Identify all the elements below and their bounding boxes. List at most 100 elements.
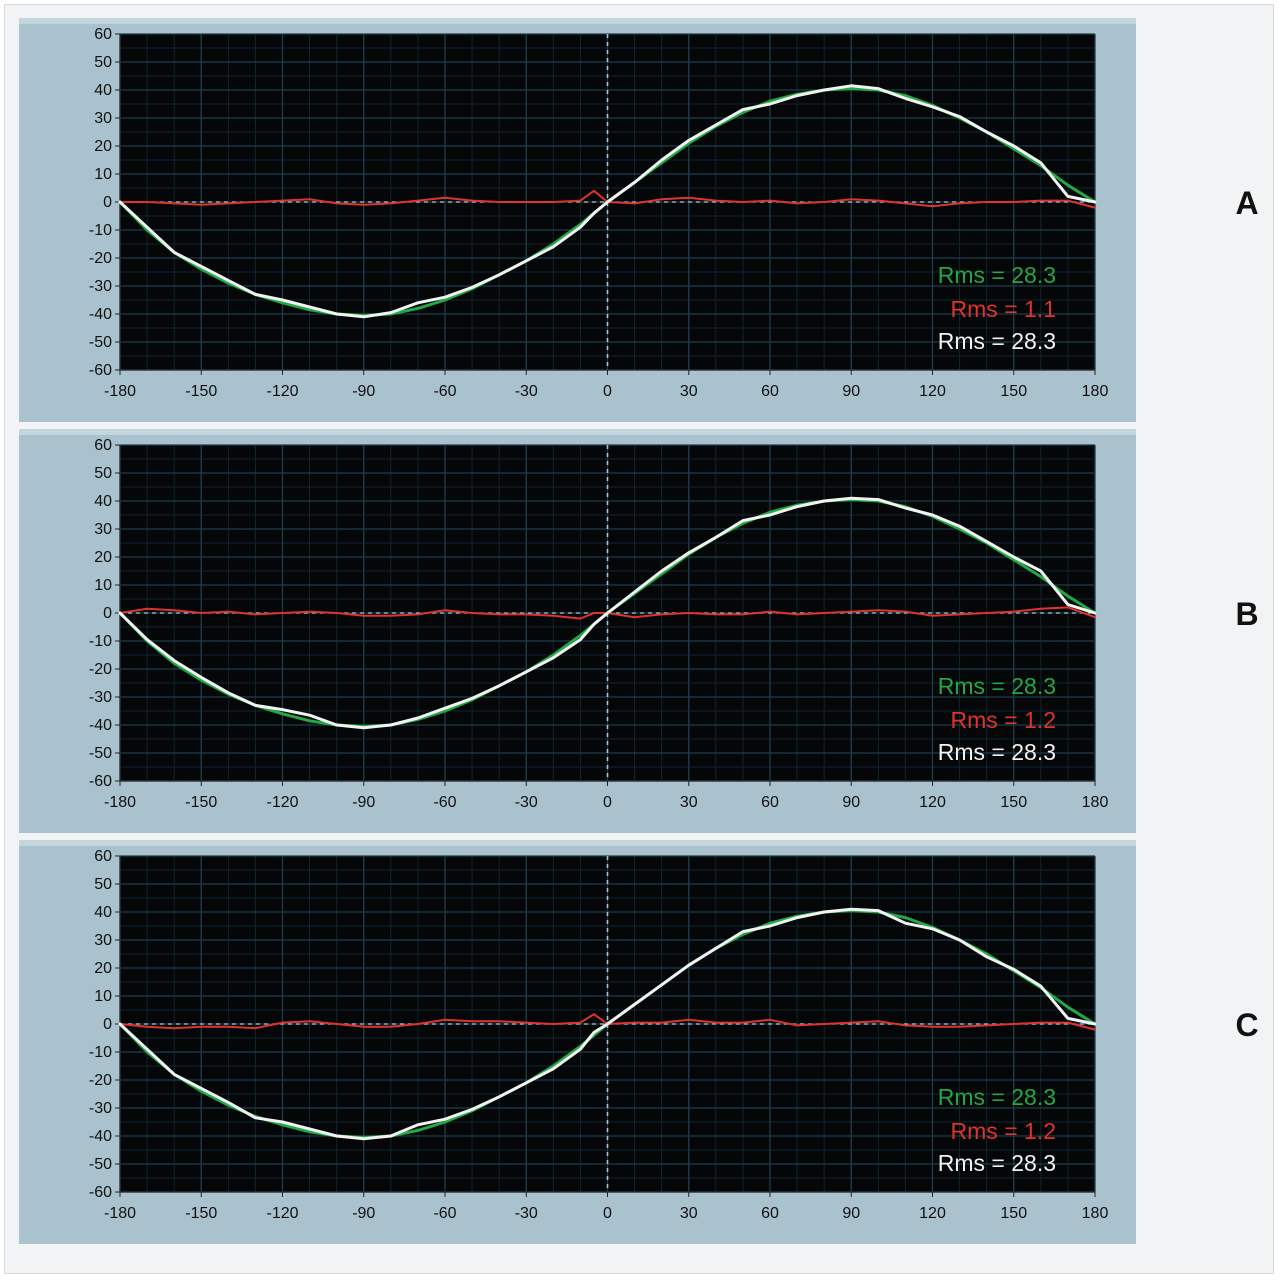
rms-annotation-green: Rms = 28.3	[938, 673, 1056, 699]
y-tick-label: 20	[94, 549, 112, 566]
y-tick-label: 10	[94, 166, 112, 183]
y-tick-label: 0	[103, 1016, 112, 1033]
x-tick-label: 60	[761, 1205, 779, 1222]
x-tick-label: -150	[185, 383, 217, 400]
rms-annotation-white: Rms = 28.3	[938, 328, 1056, 354]
x-tick-label: -180	[104, 794, 136, 811]
y-tick-label: -50	[89, 334, 112, 351]
y-tick-label: 40	[94, 82, 112, 99]
x-tick-label: 0	[603, 1205, 612, 1222]
x-tick-label: 120	[919, 794, 946, 811]
y-tick-label: 40	[94, 904, 112, 921]
y-tick-label: -60	[89, 773, 112, 790]
y-tick-label: 10	[94, 988, 112, 1005]
y-tick-label: -40	[89, 717, 112, 734]
x-tick-label: 0	[603, 794, 612, 811]
x-tick-label: -150	[185, 794, 217, 811]
chart-panel-a: 60 50 40 30 20 10 0 -10 -20 -30 -40 -50 -60 -180 -150 -…	[19, 18, 1259, 422]
y-tick-label: -60	[89, 1184, 112, 1201]
series-line-red	[119, 1013, 1096, 1031]
x-tick-label: 60	[761, 794, 779, 811]
y-tick-label: -20	[89, 661, 112, 678]
y-tick-label: 50	[94, 465, 112, 482]
x-tick-label: -120	[266, 794, 298, 811]
x-tick-label: -120	[266, 1205, 298, 1222]
y-tick-label: -20	[89, 1072, 112, 1089]
x-tick-label: 90	[842, 794, 860, 811]
y-tick-label: 60	[94, 437, 112, 454]
y-tick-label: -60	[89, 362, 112, 379]
rms-annotation-white: Rms = 28.3	[938, 739, 1056, 765]
x-tick-label: -90	[352, 383, 375, 400]
x-tick-label: -150	[185, 1205, 217, 1222]
rms-annotation-red: Rms = 1.2	[951, 1118, 1056, 1144]
series-line-white	[118, 907, 1097, 1141]
y-tick-label: 20	[94, 960, 112, 977]
x-tick-label: -180	[104, 1205, 136, 1222]
x-tick-label: 180	[1082, 383, 1109, 400]
x-tick-label: 30	[680, 383, 698, 400]
y-tick-label: -30	[89, 278, 112, 295]
panel-frame-highlight	[19, 18, 1136, 24]
x-tick-label: 150	[1000, 1205, 1027, 1222]
y-tick-label: 60	[94, 26, 112, 43]
y-tick-label: 0	[103, 605, 112, 622]
y-tick-label: -30	[89, 1100, 112, 1117]
y-tick-label: -50	[89, 745, 112, 762]
y-tick-label: -50	[89, 1156, 112, 1173]
series-line-red	[119, 606, 1096, 620]
y-tick-label: -10	[89, 633, 112, 650]
x-tick-label: -60	[433, 794, 456, 811]
y-tick-label: 50	[94, 54, 112, 71]
rms-annotation-red: Rms = 1.2	[951, 707, 1056, 733]
y-tick-label: -30	[89, 689, 112, 706]
y-tick-label: -10	[89, 222, 112, 239]
x-tick-label: -90	[352, 794, 375, 811]
x-tick-label: 120	[919, 383, 946, 400]
y-tick-label: 10	[94, 577, 112, 594]
panel-label: A	[1235, 185, 1258, 221]
y-tick-label: -40	[89, 1128, 112, 1145]
x-tick-label: 30	[680, 794, 698, 811]
y-tick-label: 50	[94, 876, 112, 893]
x-tick-label: 180	[1082, 1205, 1109, 1222]
series-line-red	[119, 189, 1096, 209]
x-tick-label: -30	[515, 1205, 538, 1222]
x-tick-label: -120	[266, 383, 298, 400]
y-tick-label: 40	[94, 493, 112, 510]
x-tick-label: -60	[433, 383, 456, 400]
panel-frame-highlight	[19, 840, 1136, 846]
y-tick-label: 30	[94, 521, 112, 538]
y-tick-label: 0	[103, 194, 112, 211]
chart-panel-c: 60 50 40 30 20 10 0 -10 -20 -30 -40 -50 -60 -180 -150 -…	[19, 840, 1259, 1244]
x-tick-label: 120	[919, 1205, 946, 1222]
x-tick-label: -90	[352, 1205, 375, 1222]
x-tick-label: 150	[1000, 383, 1027, 400]
panel-label: C	[1235, 1007, 1258, 1043]
panel-label: B	[1235, 596, 1258, 632]
x-tick-label: 30	[680, 1205, 698, 1222]
y-tick-label: 20	[94, 138, 112, 155]
x-tick-label: -60	[433, 1205, 456, 1222]
rms-annotation-green: Rms = 28.3	[938, 262, 1056, 288]
y-tick-label: -10	[89, 1044, 112, 1061]
x-tick-label: 0	[603, 383, 612, 400]
x-tick-label: 60	[761, 383, 779, 400]
x-tick-label: 180	[1082, 794, 1109, 811]
x-tick-label: -180	[104, 383, 136, 400]
x-tick-label: -30	[515, 794, 538, 811]
x-tick-label: 90	[842, 1205, 860, 1222]
y-tick-label: 60	[94, 848, 112, 865]
panel-frame-highlight	[19, 429, 1136, 435]
rms-annotation-green: Rms = 28.3	[938, 1084, 1056, 1110]
y-tick-label: 30	[94, 110, 112, 127]
x-tick-label: -30	[515, 383, 538, 400]
y-tick-label: -20	[89, 250, 112, 267]
series-line-white	[118, 84, 1097, 319]
series-line-white	[118, 496, 1097, 730]
rms-annotation-white: Rms = 28.3	[938, 1150, 1056, 1176]
chart-panel-b: 60 50 40 30 20 10 0 -10 -20 -30 -40 -50 -60 -180 -150 -…	[19, 429, 1259, 833]
x-tick-label: 150	[1000, 794, 1027, 811]
x-tick-label: 90	[842, 383, 860, 400]
